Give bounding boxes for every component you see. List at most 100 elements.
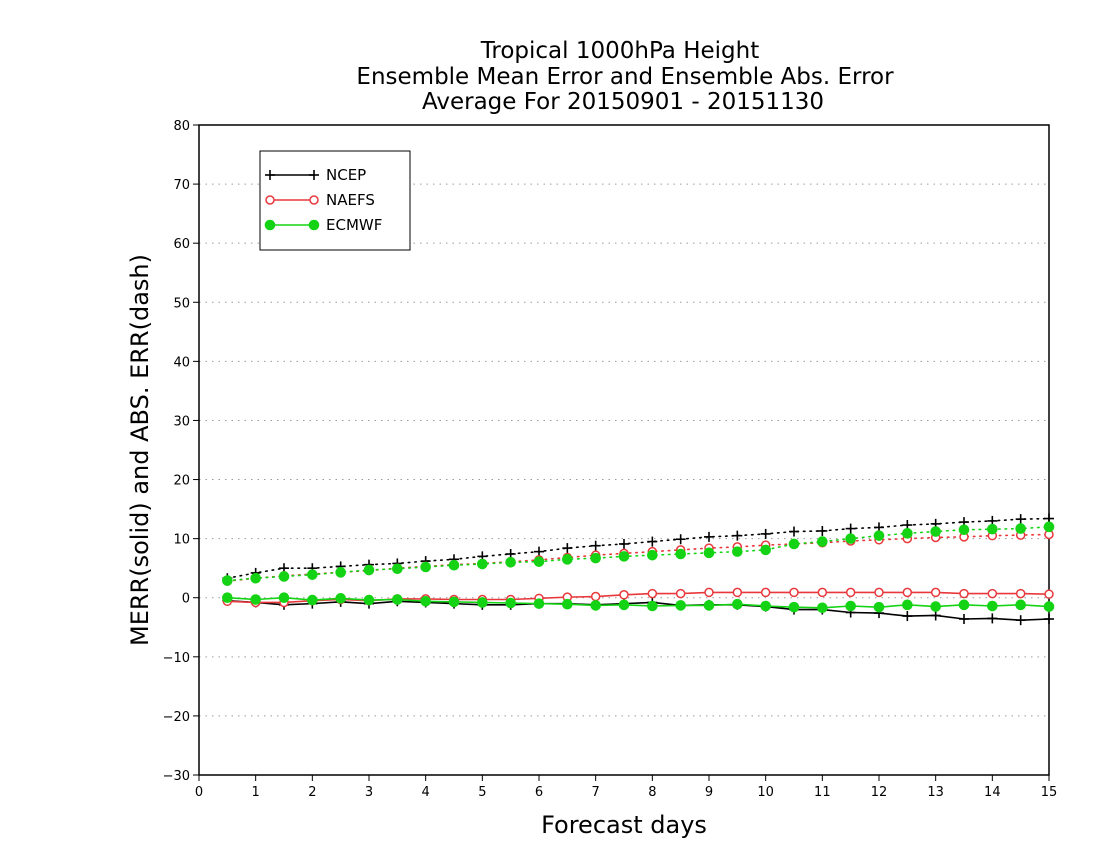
x-tick-label: 5: [478, 785, 486, 800]
gridlines: [199, 183, 1049, 717]
series-ncep-abs-err-point: [562, 543, 573, 554]
x-tick-label: 3: [365, 785, 373, 800]
series-ecmwf-abs-err-point: [618, 551, 630, 562]
series-ecmwf-merr-point: [420, 595, 431, 607]
series-ecmwf-merr-point: [1015, 599, 1026, 611]
series-ecmwf-abs-err-point: [222, 575, 233, 586]
series-ecmwf-abs-err-point: [647, 549, 658, 561]
series-naefs-merr-point: [930, 587, 941, 598]
series-ecmwf-merr-point: [307, 594, 318, 606]
y-axis-ticks: −30 −20 −10 0 10 20 30 40 50 60 70 80: [163, 119, 199, 784]
series-ecmwf-abs-err-point: [845, 533, 856, 544]
series-ecmwf-abs-err-point: [278, 571, 290, 582]
legend-item-ncep: NCEP: [265, 166, 366, 184]
x-tick-label: 6: [535, 785, 543, 800]
y-tick-label: 60: [173, 237, 190, 252]
series-ncep-merr-point: [1015, 615, 1026, 626]
x-tick-label: 14: [984, 785, 1001, 800]
series-naefs-merr-point: [732, 587, 743, 598]
series-ecmwf-abs-err-point: [675, 548, 686, 560]
series-naefs-merr-point: [647, 588, 658, 599]
series-ecmwf-abs-err-point: [958, 524, 970, 536]
y-tick-label: 50: [173, 296, 190, 311]
series-ncep-abs-err-point: [789, 526, 799, 537]
series-ecmwf-merr-point: [675, 600, 686, 611]
chart-title-line-3: Average For 20150901 - 20151130: [422, 89, 824, 115]
series-naefs-merr-point: [619, 590, 629, 600]
series-ecmwf-abs-err-point: [817, 536, 828, 547]
series-naefs-merr-point: [902, 587, 913, 598]
series-ncep-merr-point: [930, 610, 941, 621]
series-ecmwf-abs-err-point: [335, 567, 346, 578]
series-ecmwf-merr-point: [703, 600, 715, 611]
series-naefs-merr-point: [1015, 588, 1026, 599]
series-ecmwf-abs-err-point: [250, 572, 261, 584]
series-ecmwf-merr-point: [278, 592, 290, 604]
series-naefs-merr-point: [817, 587, 828, 598]
series-ncep-abs-err-line: [226, 517, 1050, 580]
series-ecmwf-merr-point: [930, 601, 941, 612]
series-ecmwf-abs-err-point: [732, 546, 743, 557]
x-axis-ticks: 0 1 2 3 4 5 6 7 8 9 10 11 12 13 14 15: [195, 775, 1057, 800]
series-ecmwf-merr-point: [222, 592, 233, 604]
legend-marker-ncep: [309, 170, 319, 180]
series-ecmwf-merr-point: [250, 594, 261, 605]
x-axis-label: Forecast days: [541, 811, 707, 839]
chart-title-line-1: Tropical 1000hPa Height: [480, 38, 760, 64]
series-ecmwf-abs-err-point: [873, 530, 885, 541]
series-ncep-abs-err-point: [647, 536, 658, 547]
legend-item-ecmwf: ECMWF: [264, 216, 382, 234]
series-ncep-merr-point: [987, 613, 998, 624]
series-ecmwf-abs-err-point: [307, 569, 318, 580]
legend-marker-naefs: [309, 195, 319, 205]
series-naefs-merr-point: [675, 588, 686, 599]
series-ecmwf-abs-err-point: [788, 538, 800, 550]
series-naefs-merr-point: [845, 587, 856, 598]
series-ecmwf-merr-point: [590, 600, 601, 611]
series-ecmwf-merr-point: [732, 598, 743, 610]
chart-title: Tropical 1000hPa Height Ensemble Mean Er…: [356, 38, 894, 115]
series-ecmwf-abs-err-point: [930, 526, 941, 537]
x-tick-label: 2: [308, 785, 316, 800]
plot-series: [222, 513, 1055, 626]
series-ncep-abs-err-point: [675, 534, 686, 545]
series-ecmwf-merr-point: [902, 599, 913, 611]
series-ncep-abs-err-point: [732, 530, 743, 541]
legend-label-ncep: NCEP: [326, 166, 366, 184]
x-tick-label: 8: [648, 785, 656, 800]
series-naefs-merr-point: [959, 588, 969, 599]
legend: NCEP NAEFS ECMWF: [259, 150, 411, 251]
x-tick-label: 7: [592, 785, 600, 800]
y-tick-label: −20: [163, 710, 190, 725]
series-ncep-abs-err-point: [619, 538, 629, 549]
y-tick-label: 20: [173, 474, 190, 489]
chart-title-line-2: Ensemble Mean Error and Ensemble Abs. Er…: [356, 64, 894, 90]
y-axis-label: MERR(solid) and ABS. ERR(dash): [126, 254, 154, 646]
series-ecmwf-abs-err-point: [987, 523, 998, 535]
legend-marker-ecmwf: [264, 219, 276, 231]
series-ncep-abs-err-point: [845, 523, 856, 534]
series-ecmwf-merr-point: [987, 600, 998, 612]
y-tick-label: 70: [173, 178, 190, 193]
axes: [198, 124, 1050, 776]
series-naefs: [222, 529, 1054, 608]
series-naefs-merr-point: [789, 587, 799, 598]
x-tick-label: 10: [757, 785, 774, 800]
y-tick-label: 0: [182, 592, 190, 607]
series-ecmwf-merr-point: [788, 601, 800, 613]
y-tick-label: 40: [173, 355, 190, 370]
series-ecmwf-abs-err-line: [226, 526, 1050, 582]
series-ncep-abs-err-point: [704, 531, 714, 542]
series-naefs-merr-point: [704, 587, 714, 598]
legend-marker-ncep: [265, 170, 275, 180]
series-ecmwf-abs-err-point: [392, 563, 403, 575]
series-ecmwf-abs-err-point: [703, 547, 715, 559]
series-ecmwf-merr-point: [760, 600, 771, 612]
series-ncep: [222, 513, 1054, 626]
y-tick-label: 80: [173, 119, 190, 134]
x-tick-label: 11: [814, 785, 831, 800]
series-ecmwf-abs-err-point: [448, 559, 460, 571]
series-ecmwf-abs-err-point: [363, 564, 375, 576]
series-naefs-merr-point: [590, 591, 601, 602]
